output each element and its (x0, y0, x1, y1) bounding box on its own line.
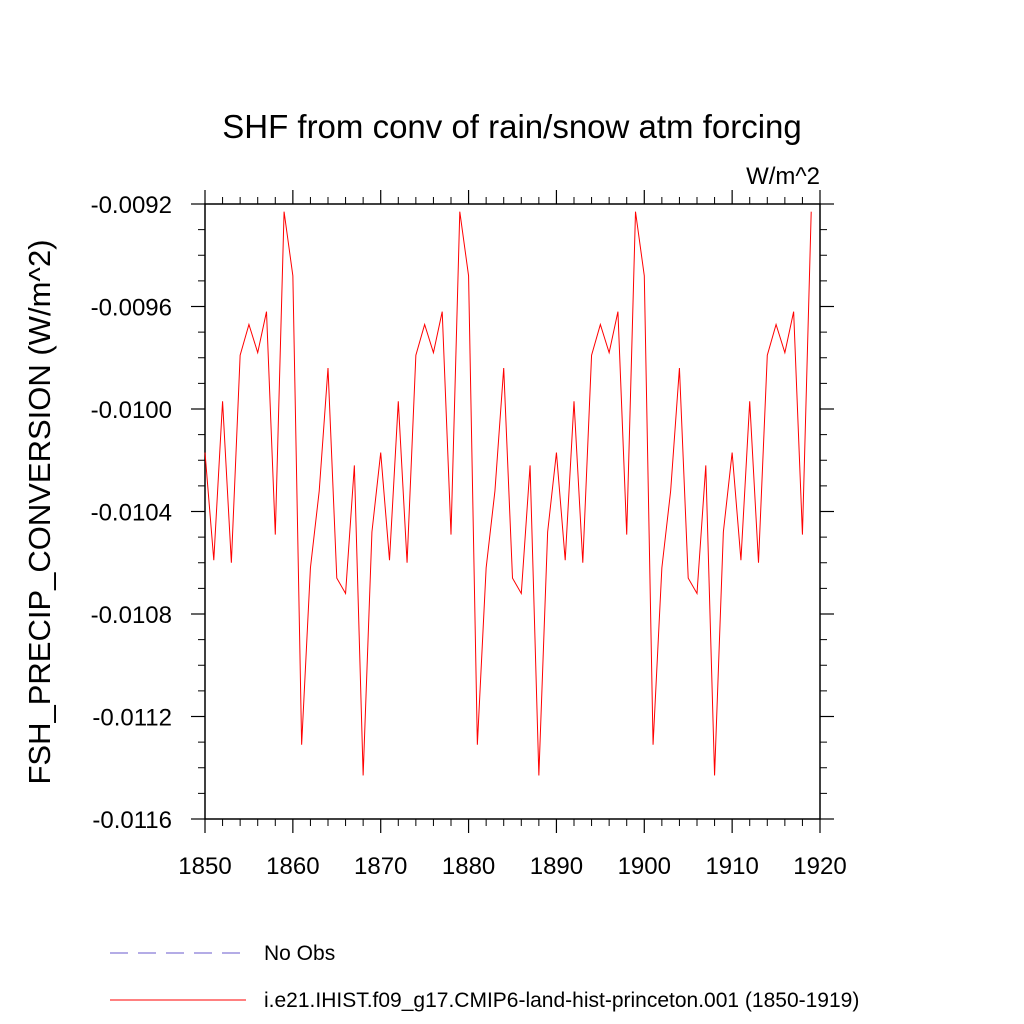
x-tick-label: 1900 (618, 853, 671, 880)
x-tick-label: 1850 (178, 853, 231, 880)
legend-label-no-obs: No Obs (264, 942, 335, 965)
y-tick-label: -0.0116 (92, 807, 172, 834)
y-tick-label: -0.0112 (92, 705, 172, 732)
y-tick-label: -0.0108 (91, 602, 172, 629)
axis-ticks (191, 190, 834, 833)
series-line-0 (204, 211, 812, 776)
units-label: W/m^2 (746, 163, 820, 190)
y-tick-label: -0.0092 (91, 192, 172, 219)
x-tick-label: 1890 (530, 853, 583, 880)
y-axis-label: FSH_PRECIP_CONVERSION (W/m^2) (22, 239, 57, 784)
y-tick-label: -0.0100 (91, 397, 172, 424)
y-tick-label: -0.0096 (91, 295, 172, 322)
legend: No Obs i.e21.IHIST.f09_g17.CMIP6-land-hi… (110, 942, 859, 1012)
series-lines (204, 211, 812, 776)
x-tick-label: 1870 (354, 853, 407, 880)
chart-title: SHF from conv of rain/snow atm forcing (222, 108, 802, 145)
x-tick-label: 1910 (705, 853, 758, 880)
x-tick-label: 1920 (793, 853, 846, 880)
x-tick-label: 1860 (266, 853, 319, 880)
y-tick-label: -0.0104 (91, 500, 172, 527)
legend-label-model-run: i.e21.IHIST.f09_g17.CMIP6-land-hist-prin… (264, 989, 859, 1012)
x-tick-label: 1880 (442, 853, 495, 880)
tick-labels: 1850 1860 1870 1880 1890 1900 1910 1920 -0.0092 -… (91, 192, 847, 880)
